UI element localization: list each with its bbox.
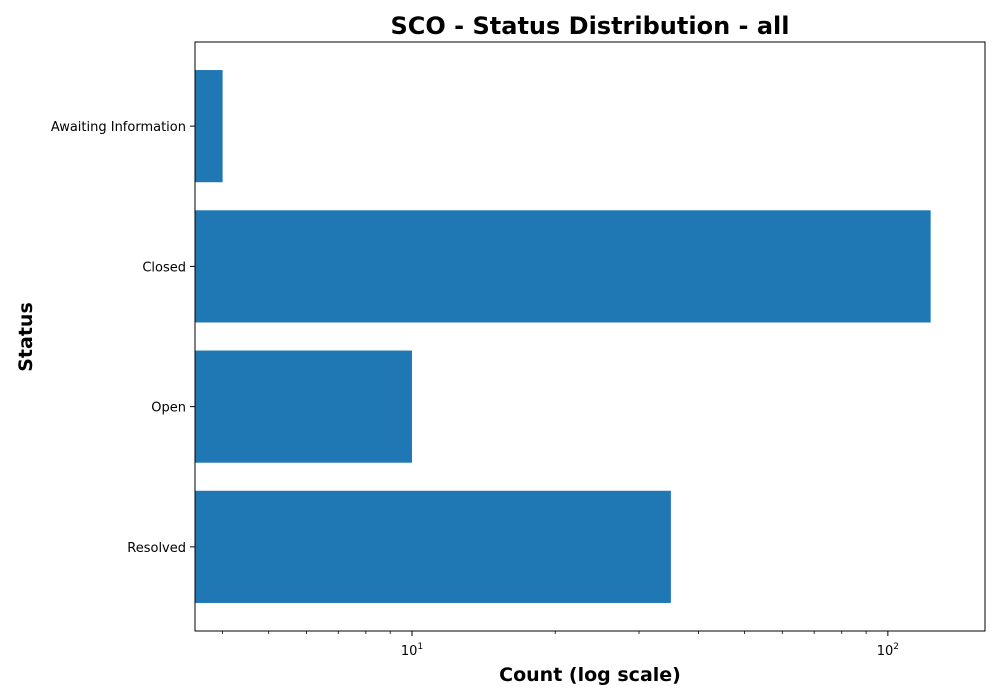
bars-layer <box>195 70 931 603</box>
x-axis-label: Count (log scale) <box>499 664 681 686</box>
y-tick-label: Closed <box>142 260 186 275</box>
y-tick-label: Resolved <box>127 541 186 556</box>
y-axis-label: Status <box>15 302 37 372</box>
y-tick-label: Awaiting Information <box>51 120 186 135</box>
bar-resolved <box>195 490 671 603</box>
x-tick-label: 102 <box>877 642 899 659</box>
y-axis: Awaiting Information Closed Open Resolved <box>51 120 195 556</box>
plot-area-frame <box>194 41 986 632</box>
bar-open <box>195 350 412 463</box>
chart-title: SCO - Status Distribution - all <box>391 12 790 40</box>
x-axis: 101 102 <box>222 631 899 659</box>
bar-closed <box>195 210 931 323</box>
y-tick-label: Open <box>151 401 186 416</box>
bar-awaiting-information <box>195 70 223 183</box>
x-tick-label: 101 <box>401 642 423 659</box>
